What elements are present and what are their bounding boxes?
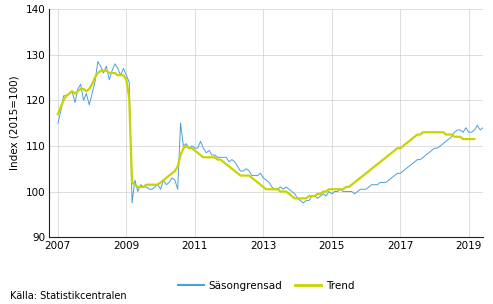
Trend bbox=[169, 171, 175, 175]
Trend bbox=[192, 149, 198, 152]
Legend: Säsongrensad, Trend: Säsongrensad, Trend bbox=[174, 277, 359, 295]
Säsongrensad bbox=[349, 190, 355, 193]
Säsongrensad bbox=[95, 60, 101, 64]
Säsongrensad bbox=[241, 169, 246, 173]
Trend bbox=[292, 197, 298, 200]
Trend bbox=[471, 137, 477, 141]
Text: Källa: Statistikcentralen: Källa: Statistikcentralen bbox=[10, 291, 127, 301]
Säsongrensad bbox=[129, 201, 135, 205]
Trend bbox=[383, 156, 389, 159]
Trend bbox=[98, 69, 104, 73]
Trend bbox=[55, 112, 61, 116]
Säsongrensad bbox=[206, 149, 212, 152]
Säsongrensad bbox=[55, 121, 61, 125]
Trend bbox=[286, 192, 292, 196]
Säsongrensad bbox=[186, 147, 192, 150]
Line: Säsongrensad: Säsongrensad bbox=[58, 61, 493, 203]
Y-axis label: Index (2015=100): Index (2015=100) bbox=[10, 76, 20, 171]
Trend bbox=[349, 183, 355, 187]
Line: Trend: Trend bbox=[58, 71, 474, 199]
Trend bbox=[389, 151, 395, 154]
Säsongrensad bbox=[440, 142, 446, 146]
Säsongrensad bbox=[389, 176, 395, 180]
